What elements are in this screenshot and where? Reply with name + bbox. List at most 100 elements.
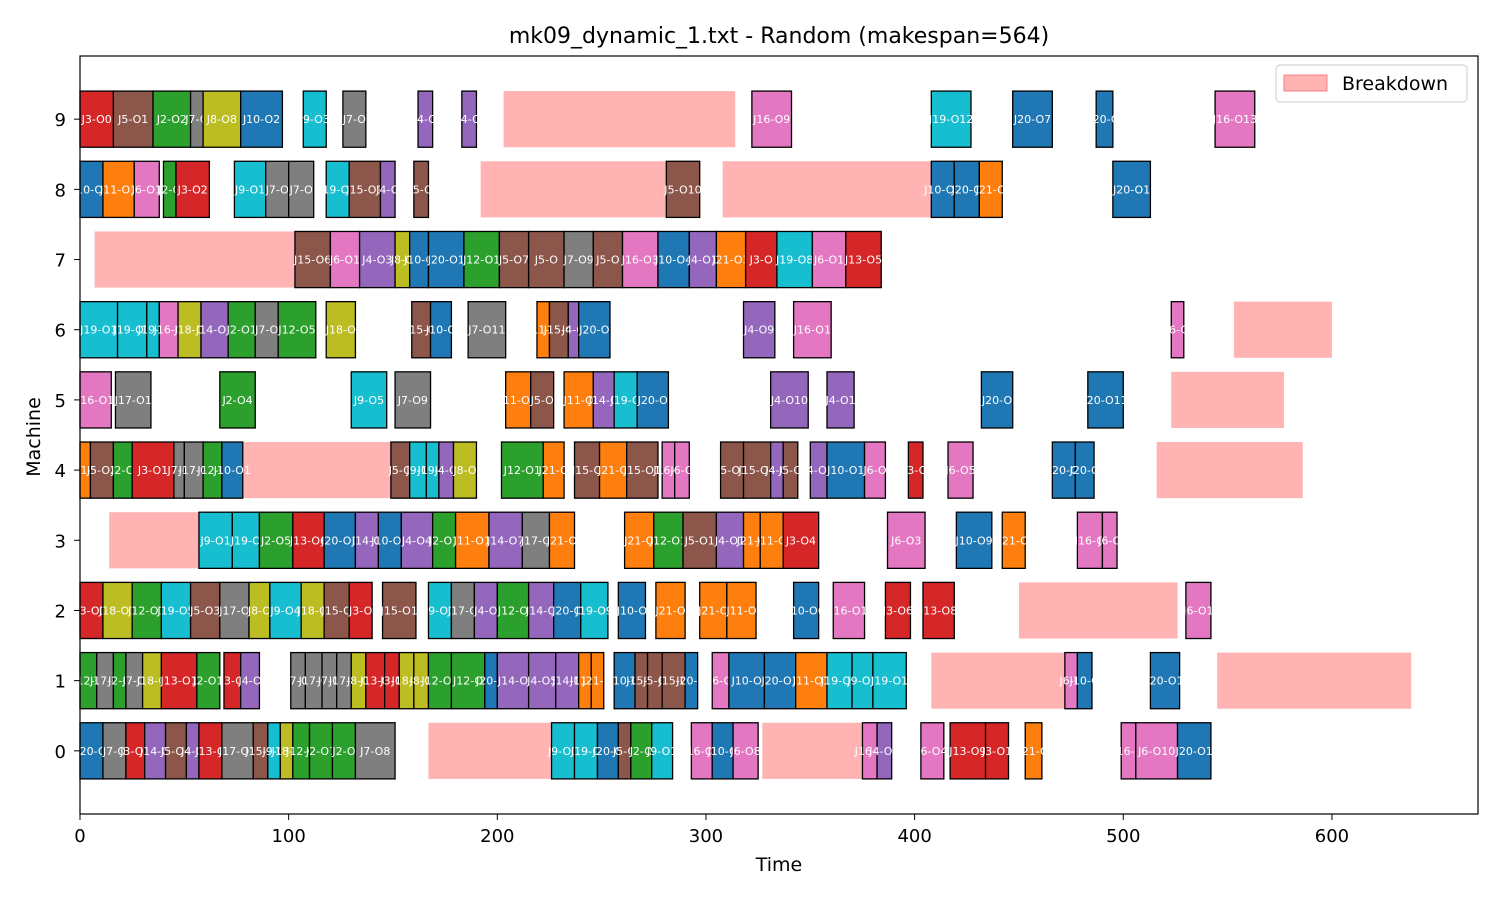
operation-label: J19-O5 xyxy=(156,604,194,617)
operation-label: J12-O1 xyxy=(503,464,541,477)
operation-label: J16-O1 xyxy=(829,604,867,617)
operation-label: J20-O1 xyxy=(320,534,358,547)
operation-label: J20-O xyxy=(551,604,583,617)
operation-label: J20-O1 xyxy=(427,254,465,267)
operation-bar xyxy=(592,230,624,289)
operation-label: J4-O1 xyxy=(824,394,855,407)
operation-label: J11-O1 xyxy=(99,183,137,196)
operation-bar xyxy=(102,581,133,640)
operation-label: J5-O xyxy=(388,464,413,477)
breakdown-bar xyxy=(1018,582,1178,639)
operation-label: J21-O3 xyxy=(711,254,749,267)
operation-bar xyxy=(429,300,453,359)
operation-label: J9-O3 xyxy=(299,113,330,126)
operation-label: J21-O xyxy=(546,534,578,547)
operation-label: J3-O1 xyxy=(981,745,1012,758)
operation-bar xyxy=(826,371,855,429)
operation-label: J10-O xyxy=(707,745,739,758)
operation-label: J4-O1 xyxy=(687,254,718,267)
operation-label: J8-O xyxy=(452,464,477,477)
operation-bar xyxy=(715,230,747,289)
operation-bar xyxy=(845,230,882,289)
operation-label: J7-O xyxy=(265,183,290,196)
operation-label: J15-O xyxy=(571,464,603,477)
operation-label: J11-O xyxy=(756,534,788,547)
operation-label: J4-O10 xyxy=(770,394,808,407)
operation-label: J18-O xyxy=(173,324,205,337)
operation-label: J17-O1 xyxy=(218,745,256,758)
operation-label: J20-O7 xyxy=(1013,113,1051,126)
operation-bar xyxy=(277,300,317,359)
operation-bar xyxy=(354,722,396,780)
operation-label: J19-O1 xyxy=(318,183,356,196)
operation-label: J7-O xyxy=(342,113,367,126)
operation-label: J20-O xyxy=(981,394,1013,407)
operation-label: J9-O1 xyxy=(200,534,231,547)
operation-bar xyxy=(1170,300,1185,359)
operation-label: J16-O1 xyxy=(76,394,114,407)
operation-label: J11-O1 xyxy=(792,675,830,688)
operation-bar xyxy=(872,651,907,710)
operation-bar xyxy=(876,722,893,780)
legend-swatch-breakdown xyxy=(1283,74,1328,92)
operation-label: J2-O4 xyxy=(221,394,252,407)
operation-label: J4-O1 xyxy=(714,534,745,547)
operation-bar xyxy=(219,371,256,429)
operation-bar xyxy=(496,651,530,710)
operation-bar xyxy=(665,160,701,219)
operation-label: J10-O4 xyxy=(654,254,692,267)
operation-bar xyxy=(623,511,655,570)
operation-label: J6-O5 xyxy=(944,464,975,477)
operation-label: J4-O xyxy=(457,113,482,126)
operation-bar xyxy=(1087,371,1124,429)
operation-bar xyxy=(221,441,244,499)
operation-label: J15-O1 xyxy=(623,464,661,477)
operation-label: J3-O xyxy=(903,464,928,477)
operation-label: J20-O xyxy=(592,745,624,758)
operation-label: J5-O3 xyxy=(189,604,220,617)
operation-label: J2-O1 xyxy=(226,324,257,337)
operation-bar xyxy=(1214,90,1256,148)
operation-label: J3-O1 xyxy=(137,464,168,477)
operation-label: J6-O1 xyxy=(131,183,162,196)
operation-label: J21-O xyxy=(623,534,655,547)
operation-label: J20-O xyxy=(637,394,669,407)
y-tick-label: 9 xyxy=(55,110,66,131)
operation-bar xyxy=(1074,441,1095,499)
operation-label: J15-O1 xyxy=(345,183,383,196)
operation-label: J19-O12 xyxy=(928,113,973,126)
operation-label: J10-O1 xyxy=(213,464,251,477)
operation-label: J7-O xyxy=(289,183,314,196)
operation-label: J12-O xyxy=(497,604,529,617)
breakdown-bar xyxy=(1233,301,1332,358)
operation-label: J17-O xyxy=(218,604,250,617)
operation-label: J3-O1 xyxy=(119,745,150,758)
operation-label: J2-O5 xyxy=(260,534,291,547)
chart-title: mk09_dynamic_1.txt - Random (makespan=56… xyxy=(509,24,1049,49)
operation-label: J5-O xyxy=(778,464,803,477)
operation-label: J15-O xyxy=(405,324,437,337)
operation-bar xyxy=(655,581,686,640)
y-tick-label: 0 xyxy=(55,742,66,763)
operation-label: J7-O11 xyxy=(467,324,505,337)
operation-label: J4-O1 xyxy=(803,464,834,477)
operation-label: J17-O xyxy=(89,675,121,688)
y-tick-label: 1 xyxy=(55,672,66,693)
operation-label: J3-O xyxy=(220,675,245,688)
breakdown-bar xyxy=(94,231,295,288)
operation-label: J4-O9 xyxy=(743,324,774,337)
operation-label: J7-O xyxy=(102,745,127,758)
operation-bar xyxy=(1024,722,1043,780)
operation-bar xyxy=(452,441,478,499)
operation-bar xyxy=(219,581,250,640)
operation-bar xyxy=(527,230,565,289)
x-axis-label: Time xyxy=(755,854,803,876)
operation-label: J7-O8 xyxy=(359,745,390,758)
operation-label: J4-O1 xyxy=(868,745,899,758)
operation-bar xyxy=(636,371,670,429)
x-tick-label: 600 xyxy=(1315,826,1349,847)
operation-bar xyxy=(112,90,154,148)
operation-label: J14-O xyxy=(588,394,620,407)
operation-label: J12-O1 xyxy=(462,254,500,267)
operation-bar xyxy=(323,511,357,570)
